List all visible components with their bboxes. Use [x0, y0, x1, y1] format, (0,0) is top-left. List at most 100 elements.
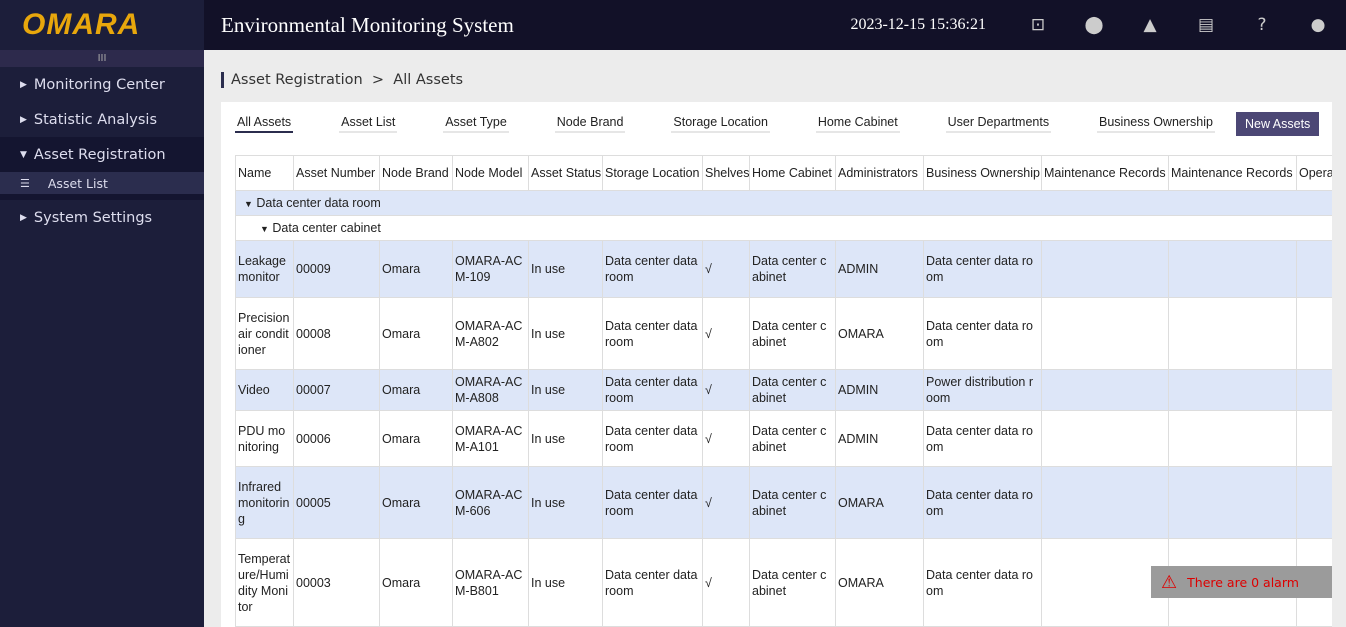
table-cell: 00008: [293, 297, 380, 370]
sidebar-item-asset-list[interactable]: ☰ Asset List: [0, 172, 204, 200]
user-icon[interactable]: ●: [1310, 15, 1326, 35]
table-cell: Temperature/Humidity Monitor: [235, 538, 294, 627]
table-cell: [1296, 466, 1332, 539]
column-header[interactable]: Administrators: [835, 155, 924, 191]
column-header[interactable]: Operating: [1296, 155, 1332, 191]
table-cell: Video: [235, 369, 294, 411]
breadcrumb-parent[interactable]: Asset Registration: [231, 72, 363, 88]
column-header[interactable]: Storage Location: [602, 155, 703, 191]
table-cell: In use: [528, 538, 603, 627]
caret-down-icon: ▼: [20, 149, 27, 160]
monitor-icon[interactable]: ⊡: [1030, 15, 1046, 35]
column-header[interactable]: Node Brand: [379, 155, 453, 191]
table-cell: [1168, 240, 1297, 298]
tab-asset-list[interactable]: Asset List: [339, 115, 398, 133]
table-cell: Data center data room: [602, 466, 703, 539]
column-header[interactable]: Home Cabinet: [749, 155, 836, 191]
tab-node-brand[interactable]: Node Brand: [554, 115, 626, 133]
table-cell: [1041, 466, 1169, 539]
table-cell: [1041, 369, 1169, 411]
table-cell: Data center data room: [923, 297, 1042, 370]
table-cell: 00007: [293, 369, 380, 411]
table-cell: [1296, 240, 1332, 298]
table-cell: Data center cabinet: [749, 240, 836, 298]
table-cell: √: [702, 538, 750, 627]
sidebar: OMARA III ▶ Monitoring Center ▶ Statistic …: [0, 0, 204, 627]
label: Monitoring Center: [33, 76, 165, 93]
table-cell: [1041, 297, 1169, 370]
column-header[interactable]: Asset Number: [293, 155, 380, 191]
table-cell: Data center data room: [923, 538, 1042, 627]
help-icon[interactable]: ?: [1257, 15, 1267, 35]
table-cell: Leakage monitor: [235, 240, 294, 298]
table-row[interactable]: Leakage monitor 00009 Omara OMARA-ACM-109 In…: [235, 240, 1332, 298]
table-row[interactable]: Infrared monitoring 00005 Omara OMARA-ACM-6…: [235, 466, 1332, 539]
table-cell: OMARA-ACM-A808: [452, 369, 529, 411]
main-panel: All Assets Asset List Asset Type Node Brand…: [221, 102, 1332, 627]
table-cell: OMARA-ACM-A101: [452, 410, 529, 467]
location-icon[interactable]: ⬤: [1084, 15, 1104, 35]
calendar-icon[interactable]: ▤: [1197, 15, 1215, 35]
table-cell: √: [702, 466, 750, 539]
new-assets-button[interactable]: New Assets: [1236, 112, 1320, 136]
tab-asset-type[interactable]: Asset Type: [443, 115, 509, 133]
table-row[interactable]: Precision air conditioner 00008 Omara OMARA…: [235, 297, 1332, 370]
table-row[interactable]: Temperature/Humidity Monitor 00003 Omara OM…: [235, 538, 1332, 627]
table-cell: Omara: [379, 369, 453, 411]
table-cell: Data center cabinet: [749, 297, 836, 370]
tab-business-ownership[interactable]: Business Ownership: [1097, 115, 1215, 133]
alarm-notification[interactable]: ⚠ There are 0 alarm: [1151, 566, 1332, 598]
tab-user-departments[interactable]: User Departments: [945, 115, 1052, 133]
table-cell: Data center data room: [923, 410, 1042, 467]
table-cell: [1296, 369, 1332, 411]
assets-table: Name Asset Number Node Brand Node Model Asse…: [235, 155, 1332, 627]
sidebar-item-system-settings[interactable]: ▶ System Settings: [0, 200, 204, 235]
table-cell: ADMIN: [835, 240, 924, 298]
column-header[interactable]: Asset Status: [528, 155, 603, 191]
datetime: 2023-12-15 15:36:21: [850, 16, 986, 33]
table-cell: OMARA: [835, 466, 924, 539]
collapse-toggle[interactable]: III: [0, 50, 204, 67]
group-row[interactable]: ▼ Data center data room: [235, 190, 1332, 216]
table-cell: [1041, 410, 1169, 467]
table-cell: 00006: [293, 410, 380, 467]
table-cell: OMARA: [835, 297, 924, 370]
subgroup-row[interactable]: ▼ Data center cabinet: [235, 215, 1332, 241]
caret-down-icon: ▼: [260, 223, 269, 234]
table-cell: √: [702, 410, 750, 467]
column-header[interactable]: Name: [235, 155, 294, 191]
sidebar-item-asset-registration[interactable]: ▼ Asset Registration: [0, 137, 204, 172]
column-header[interactable]: Maintenance Records: [1168, 155, 1297, 191]
table-row[interactable]: Video 00007 Omara OMARA-ACM-A808 In use Data …: [235, 369, 1332, 411]
logo: OMARA: [22, 8, 141, 41]
column-header[interactable]: Business Ownership: [923, 155, 1042, 191]
table-cell: √: [702, 297, 750, 370]
caret-right-icon: ▶: [20, 212, 27, 223]
table-cell: Data center data room: [602, 538, 703, 627]
tab-home-cabinet[interactable]: Home Cabinet: [815, 115, 900, 133]
tab-all-assets[interactable]: All Assets: [235, 115, 294, 133]
table-row[interactable]: PDU monitoring 00006 Omara OMARA-ACM-A101 In…: [235, 410, 1332, 467]
table-cell: [1041, 240, 1169, 298]
label: Asset Registration: [33, 146, 166, 163]
column-header[interactable]: Maintenance Records: [1041, 155, 1169, 191]
warning-icon[interactable]: ▲: [1143, 15, 1157, 35]
table-cell: Omara: [379, 297, 453, 370]
alarm-text: There are 0 alarm: [1187, 574, 1299, 590]
tab-storage-location[interactable]: Storage Location: [671, 115, 770, 133]
breadcrumb-current: All Assets: [393, 72, 464, 88]
column-header[interactable]: Node Model: [452, 155, 529, 191]
table-cell: √: [702, 369, 750, 411]
column-header[interactable]: Shelves: [702, 155, 750, 191]
table-cell: [1296, 297, 1332, 370]
table-cell: Data center cabinet: [749, 410, 836, 467]
table-cell: OMARA-ACM-B801: [452, 538, 529, 627]
table-cell: 00009: [293, 240, 380, 298]
breadcrumb: Asset Registration > All Assets: [221, 72, 463, 88]
label: Asset List: [47, 175, 108, 191]
caret-down-icon: ▼: [244, 198, 253, 209]
sidebar-item-statistic-analysis[interactable]: ▶ Statistic Analysis: [0, 102, 204, 137]
sidebar-item-monitoring-center[interactable]: ▶ Monitoring Center: [0, 67, 204, 102]
table-cell: Data center cabinet: [749, 538, 836, 627]
table-cell: √: [702, 240, 750, 298]
